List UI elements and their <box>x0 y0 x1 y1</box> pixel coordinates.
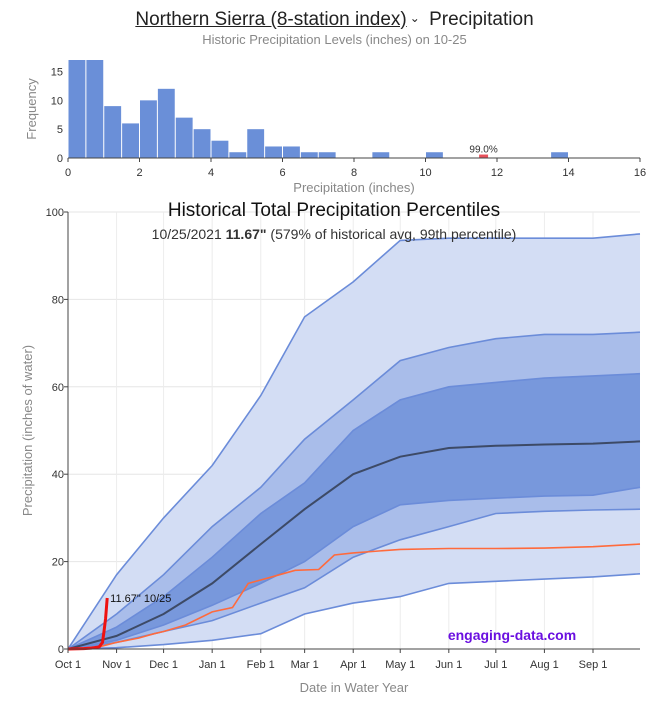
histogram-x-tick-label: 14 <box>562 167 574 179</box>
histogram-x-tick-label: 12 <box>491 167 503 179</box>
subtitle-value: 11.67" <box>226 226 267 242</box>
series-line-p25 <box>67 486 641 650</box>
station-selector[interactable]: Northern Sierra (8-station index) <box>135 9 407 30</box>
y-tick-label: 80 <box>52 294 64 306</box>
header-suffix: Precipitation <box>429 9 534 30</box>
histogram-x-tick-label: 8 <box>351 167 357 179</box>
band-p25-p75 <box>68 373 640 649</box>
y-tick-label: 20 <box>52 557 64 569</box>
histogram-bar-14 <box>318 152 336 158</box>
histogram-x-tick-label: 16 <box>634 167 646 179</box>
histogram-y-axis-label: Frequency <box>24 78 39 140</box>
histogram-bar-4 <box>140 100 157 158</box>
series-line-p75 <box>67 372 641 650</box>
histogram-bar-8 <box>211 140 229 158</box>
y-axis-label: Precipitation (inches of water) <box>20 345 35 516</box>
current-value-label: 11.67" 10/25 <box>110 593 171 605</box>
histogram-bar-16 <box>426 152 443 158</box>
x-tick-label: Oct 1 <box>55 659 81 671</box>
histogram-bar-5 <box>157 88 175 158</box>
x-tick-label: Aug 1 <box>530 659 559 671</box>
histogram-x-axis-label: Precipitation (inches) <box>293 180 414 195</box>
histogram-x-tick-label: 6 <box>279 167 285 179</box>
histogram-bar-13 <box>300 152 318 158</box>
subtitle-date: 10/25/2021 <box>152 226 226 242</box>
histogram-bar-9 <box>229 152 247 158</box>
histogram-y-tick-label: 15 <box>51 67 63 79</box>
histogram-bar-2 <box>104 106 122 158</box>
series-line-min <box>67 573 641 650</box>
x-tick-label: Mar 1 <box>291 659 319 671</box>
histogram-x-tick-label: 4 <box>208 167 214 179</box>
x-tick-label: Jan 1 <box>199 659 226 671</box>
histogram-x-tick-label: 0 <box>65 167 71 179</box>
series-line-p90 <box>67 331 641 650</box>
percentile-label: 99.0% <box>469 145 497 156</box>
histogram-bar-10 <box>247 129 265 158</box>
histogram-bar-12 <box>283 146 300 158</box>
chevron-down-icon[interactable]: ⌄ <box>409 11 420 25</box>
histogram-subtitle: Historic Precipitation Levels (inches) o… <box>202 32 467 47</box>
histogram-chart: 99.0% 0 2 4 6 8 10 12 14 16 0 5 10 15 Precipitation (i… <box>24 60 646 195</box>
histogram-x-tick-label: 2 <box>136 167 142 179</box>
series-line-median <box>67 440 641 650</box>
x-tick-label: Apr 1 <box>340 659 366 671</box>
x-tick-label: Jun 1 <box>435 659 462 671</box>
x-axis-label: Date in Water Year <box>300 680 409 695</box>
x-tick-label: Feb 1 <box>247 659 275 671</box>
histogram-bar-3 <box>122 123 139 158</box>
histogram-bar-11 <box>265 146 282 158</box>
histogram-y-tick-label: 0 <box>57 153 63 165</box>
page-header: Northern Sierra (8-station index) ⌄ Preci… <box>0 6 669 32</box>
histogram-y-tick-label: 10 <box>51 95 63 107</box>
subtitle-stats: (579% of historical avg, 99th percentile… <box>267 226 517 242</box>
histogram-bar-17 <box>551 152 568 158</box>
y-tick-label: 40 <box>52 469 64 481</box>
chart-subtitle: 10/25/2021 11.67" (579% of historical av… <box>152 226 517 242</box>
histogram-bar-0 <box>68 60 86 158</box>
histogram-bar-6 <box>175 117 193 158</box>
histogram-bar-1 <box>86 60 104 158</box>
x-tick-label: Sep 1 <box>579 659 608 671</box>
x-tick-label: Nov 1 <box>102 659 131 671</box>
y-tick-label: 0 <box>58 644 64 656</box>
histogram-bar-15 <box>372 152 390 158</box>
watermark: engaging-data.com <box>448 627 576 643</box>
x-tick-label: Jul 1 <box>484 659 507 671</box>
x-tick-label: Dec 1 <box>149 659 178 671</box>
current-value-bar <box>479 154 489 158</box>
y-tick-label: 60 <box>52 382 64 394</box>
percentile-chart: 11.67" 10/25 0 20 40 60 80 100 Oct 1 Nov 1 Dec 1 J… <box>20 200 641 695</box>
x-tick-label: May 1 <box>385 659 415 671</box>
chart-title: Historical Total Precipitation Percentil… <box>168 200 500 221</box>
histogram-x-tick-label: 10 <box>419 167 431 179</box>
histogram-bar-7 <box>193 129 211 158</box>
series-line-max <box>67 233 641 650</box>
histogram-y-tick-label: 5 <box>57 124 63 136</box>
y-tick-label: 100 <box>46 207 64 219</box>
series-line-last-year <box>67 543 641 650</box>
